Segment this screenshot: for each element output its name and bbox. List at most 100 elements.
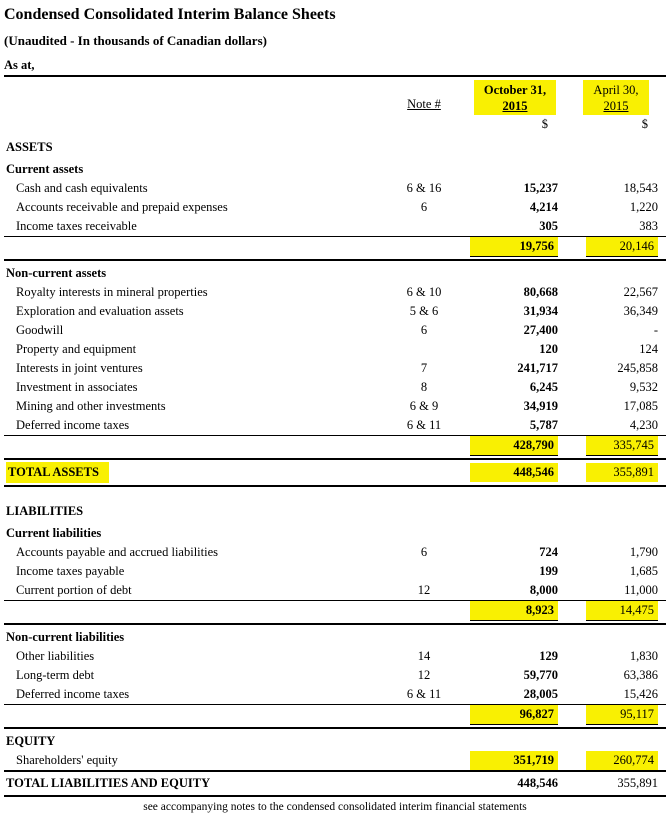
row-value-apr30: 355,891 <box>617 776 658 790</box>
row-value-apr30: 335,745 <box>586 436 658 456</box>
row-label: Other liabilities <box>16 649 95 663</box>
currency-row: $ $ <box>4 117 666 132</box>
row-value-oct31: 724 <box>539 545 558 559</box>
page-title: Condensed Consolidated Interim Balance S… <box>4 6 336 23</box>
row-value-oct31: 448,546 <box>470 463 558 482</box>
column-header-october-31-2015: October 31, 2015 <box>473 80 557 115</box>
row-label: Current portion of debt <box>16 583 132 597</box>
table-row: Non-current liabilities <box>4 625 666 647</box>
date-line-2: 2015 <box>603 99 629 113</box>
row-note: 8 <box>420 380 428 394</box>
table-row: 8,923 14,475 <box>4 601 666 625</box>
table-row: Current portion of debt 12 8,000 11,000 <box>4 581 666 601</box>
row-value-apr30: 1,685 <box>629 564 658 578</box>
row-note: 6 <box>420 545 428 559</box>
table-row: Goodwill 6 27,400 - <box>4 321 666 340</box>
oct31-header-cell: October 31, 2015 <box>464 80 566 115</box>
row-label: Income taxes receivable <box>16 219 137 233</box>
row-note: 6 & 11 <box>406 687 442 701</box>
row-value-apr30: 18,543 <box>623 181 658 195</box>
table-row: TOTAL LIABILITIES AND EQUITY 448,546 355,8… <box>4 772 666 797</box>
column-header-april-30-2015: April 30, 2015 <box>583 80 649 115</box>
row-value-apr30: 383 <box>639 219 658 233</box>
row-value-apr30: - <box>653 323 658 337</box>
table-row: Income taxes receivable 305 383 <box>4 217 666 237</box>
row-value-apr30: 14,475 <box>586 601 658 621</box>
row-label: Mining and other investments <box>16 399 166 413</box>
row-value-oct31: 27,400 <box>523 323 558 337</box>
date-line-2: 2015 <box>502 99 528 113</box>
row-value-apr30: 17,085 <box>623 399 658 413</box>
row-value-oct31: 120 <box>539 342 558 356</box>
row-value-oct31: 19,756 <box>470 237 558 257</box>
date-line-1: October 31, <box>483 83 547 97</box>
row-value-apr30: 245,858 <box>617 361 658 375</box>
currency-symbol-oct: $ <box>541 117 548 131</box>
row-label: Current assets <box>6 162 84 176</box>
table-row: Interests in joint ventures 7 241,717 245,8… <box>4 359 666 378</box>
table-spacer <box>4 487 666 499</box>
table-row: Shareholders' equity 351,719 260,774 <box>4 751 666 772</box>
row-note: 12 <box>417 668 431 682</box>
table-row: LIABILITIES <box>4 499 666 521</box>
note-header-cell: Note # <box>384 97 464 115</box>
row-note: 6 & 9 <box>409 399 439 413</box>
table-row: Accounts payable and accrued liabilities… <box>4 543 666 562</box>
table-row: 19,756 20,146 <box>4 237 666 261</box>
row-label: Non-current liabilities <box>6 630 125 644</box>
row-label: Property and equipment <box>16 342 137 356</box>
table-row: Exploration and evaluation assets 5 & 6 31… <box>4 302 666 321</box>
table-row: Mining and other investments 6 & 9 34,919 1… <box>4 397 666 416</box>
row-value-oct31: 4,214 <box>529 200 558 214</box>
table-row: Non-current assets <box>4 261 666 283</box>
table-row: Long-term debt 12 59,770 63,386 <box>4 666 666 685</box>
row-label: Non-current assets <box>6 266 107 280</box>
row-value-oct31: 96,827 <box>470 705 558 725</box>
row-value-apr30: 9,532 <box>629 380 658 394</box>
balance-sheet-document: Condensed Consolidated Interim Balance S… <box>4 6 666 813</box>
row-note: 14 <box>417 649 431 663</box>
row-note: 5 & 6 <box>409 304 439 318</box>
table-row: Deferred income taxes 6 & 11 28,005 15,426 <box>4 685 666 705</box>
table-row: Deferred income taxes 6 & 11 5,787 4,230 <box>4 416 666 436</box>
row-label: Accounts receivable and prepaid expenses <box>16 200 228 214</box>
row-value-apr30: 124 <box>639 342 658 356</box>
row-label: Cash and cash equivalents <box>16 181 148 195</box>
row-note: 6 <box>420 323 428 337</box>
row-label: Investment in associates <box>16 380 138 394</box>
column-headers: Note # October 31, 2015 April 30, 2015 <box>4 80 666 115</box>
note-column-header: Note # <box>407 97 441 111</box>
row-value-oct31: 241,717 <box>517 361 558 375</box>
currency-symbol-apr: $ <box>641 117 648 131</box>
row-note: 6 & 10 <box>406 285 442 299</box>
row-value-oct31: 5,787 <box>529 418 558 432</box>
table-row: Current assets <box>4 157 666 179</box>
row-value-apr30: 260,774 <box>586 751 658 770</box>
row-label: Deferred income taxes <box>16 687 130 701</box>
row-value-oct31: 129 <box>539 649 558 663</box>
row-value-apr30: 4,230 <box>629 418 658 432</box>
table-row: 96,827 95,117 <box>4 705 666 729</box>
table-row: EQUITY <box>4 729 666 751</box>
row-value-oct31: 28,005 <box>523 687 558 701</box>
row-value-apr30: 1,830 <box>629 649 658 663</box>
row-value-oct31: 6,245 <box>529 380 558 394</box>
row-value-oct31: 8,000 <box>529 583 558 597</box>
row-value-oct31: 15,237 <box>523 181 558 195</box>
document-subtitle: (Unaudited - In thousands of Canadian do… <box>4 33 267 48</box>
table-row: Cash and cash equivalents 6 & 16 15,237 18,… <box>4 179 666 198</box>
row-value-oct31: 31,934 <box>523 304 558 318</box>
row-value-apr30: 20,146 <box>586 237 658 257</box>
row-label: LIABILITIES <box>6 504 84 518</box>
row-label: Income taxes payable <box>16 564 125 578</box>
table-row: Royalty interests in mineral properties 6… <box>4 283 666 302</box>
table-row: Investment in associates 8 6,245 9,532 <box>4 378 666 397</box>
table-row: Property and equipment 120 124 <box>4 340 666 359</box>
as-at-label: As at, <box>4 58 666 77</box>
row-label: TOTAL ASSETS <box>6 462 109 483</box>
row-value-apr30: 11,000 <box>624 583 658 597</box>
row-value-oct31: 351,719 <box>470 751 558 770</box>
row-label: Exploration and evaluation assets <box>16 304 184 318</box>
table-row: TOTAL ASSETS 448,546 355,891 <box>4 460 666 487</box>
row-label: Accounts payable and accrued liabilities <box>16 545 219 559</box>
